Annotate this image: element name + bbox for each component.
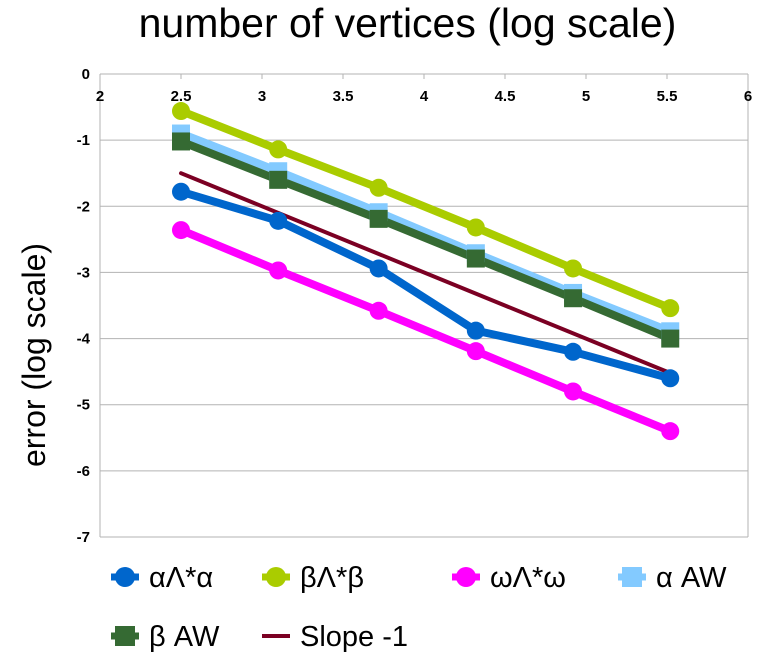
data-point-series: [466, 342, 485, 361]
data-point-series: [661, 369, 680, 388]
legend-label: β AW: [149, 621, 220, 653]
series-line-aw: [177, 137, 675, 343]
y-tick-label: -3: [77, 264, 90, 281]
data-point-aw: [172, 132, 190, 151]
legend-item-slope-1: Slope -1: [262, 621, 408, 653]
series-line-slope-1: [179, 171, 673, 375]
legend-swatch-marker: [115, 626, 135, 646]
x-tick-label: 4.5: [495, 88, 516, 105]
legend: αΛ*α βΛ*β ωΛ*ω α AW β AW Slope -1: [111, 562, 727, 653]
legend-item-aw: β AW: [111, 621, 220, 653]
series-markers: [172, 102, 680, 441]
y-axis-title: error (log scale): [16, 243, 52, 467]
y-tick-label: -6: [77, 463, 90, 480]
data-point-series: [466, 321, 485, 340]
x-tick-label: 4: [420, 88, 429, 105]
data-point-series: [369, 259, 388, 278]
legend-label: ωΛ*ω: [490, 562, 566, 594]
legend-item-series: ωΛ*ω: [452, 562, 566, 594]
legend-item-series: βΛ*β: [262, 562, 364, 594]
data-point-series: [564, 382, 583, 401]
data-point-series: [172, 102, 190, 121]
data-point-series: [172, 182, 190, 201]
series-line-series: [177, 187, 675, 383]
y-tick-label: 0: [82, 66, 90, 83]
data-point-series: [466, 218, 485, 237]
data-point-aw: [269, 170, 288, 189]
x-tick-label: 6: [744, 88, 752, 105]
series-line-series: [177, 226, 675, 436]
data-point-series: [172, 221, 190, 240]
legend-label: α AW: [656, 562, 727, 594]
series-line-series: [177, 107, 675, 313]
legend-label: αΛ*α: [149, 562, 213, 594]
data-point-series: [564, 259, 583, 278]
data-point-series: [369, 301, 388, 320]
legend-swatch-marker: [622, 567, 642, 587]
data-point-series: [269, 211, 288, 230]
data-point-series: [269, 140, 288, 159]
chart-title: number of vertices (log scale): [138, 0, 677, 46]
x-tick-label: 5: [582, 88, 590, 105]
legend-swatch-marker: [266, 567, 286, 587]
x-tick-label: 2: [96, 88, 104, 105]
legend-label: Slope -1: [300, 621, 408, 653]
legend-swatch-marker: [115, 567, 135, 587]
data-point-aw: [466, 249, 485, 268]
legend-label: βΛ*β: [300, 562, 364, 594]
legend-item-aw: α AW: [618, 562, 727, 594]
x-tick-label: 3: [258, 88, 266, 105]
y-tick-label: -7: [77, 529, 90, 546]
data-point-series: [661, 299, 680, 318]
y-tick-label: -4: [77, 331, 91, 348]
legend-item-series: αΛ*α: [111, 562, 213, 594]
data-point-series: [269, 261, 288, 280]
x-tick-label: 2.5: [171, 88, 192, 105]
series-lines: [177, 107, 675, 436]
x-tick-label: 5.5: [657, 88, 678, 105]
x-tick-label: 3.5: [333, 88, 354, 105]
data-point-series: [369, 178, 388, 197]
y-tick-label: -1: [77, 132, 90, 149]
y-tick-label: -2: [77, 198, 90, 215]
series-line-aw: [177, 129, 675, 336]
data-point-aw: [369, 209, 388, 228]
axes: 0 -1 -2 -3 -4 -5 -6 -7 2 2.5 3 3.5 4 4.5 5 5.5 6: [77, 66, 753, 546]
data-point-series: [564, 342, 583, 361]
y-tick-label: -5: [77, 397, 90, 414]
data-point-series: [661, 422, 680, 441]
data-point-aw: [661, 329, 680, 348]
data-point-aw: [564, 289, 583, 308]
legend-swatch-marker: [456, 567, 476, 587]
